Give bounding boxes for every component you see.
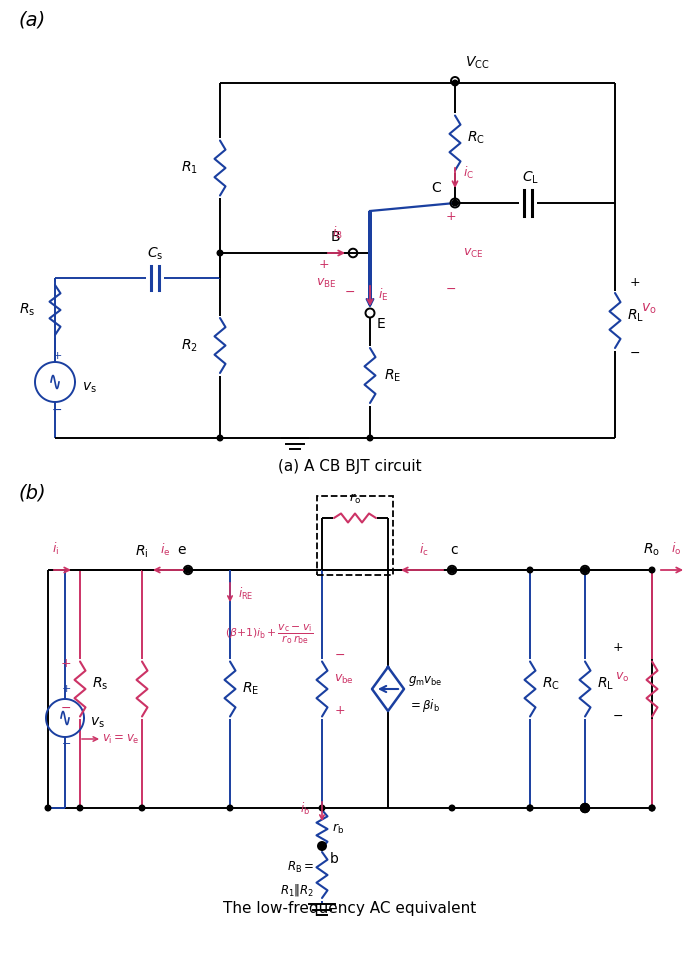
- Text: $v_{\rm be}$: $v_{\rm be}$: [334, 673, 354, 686]
- Text: $-$: $-$: [629, 346, 641, 359]
- Text: $i_{\rm c}$: $i_{\rm c}$: [419, 542, 429, 558]
- Circle shape: [582, 567, 588, 573]
- Circle shape: [527, 806, 533, 810]
- Circle shape: [217, 250, 223, 256]
- Text: $r_{\rm b}$: $r_{\rm b}$: [332, 822, 344, 836]
- Text: $-$: $-$: [60, 701, 71, 714]
- Circle shape: [319, 843, 325, 849]
- Text: $R_{\rm E}$: $R_{\rm E}$: [384, 367, 401, 384]
- Text: $R_{\rm B}=$: $R_{\rm B}=$: [287, 859, 314, 875]
- Circle shape: [649, 567, 654, 573]
- Text: $r_{\rm o}$: $r_{\rm o}$: [349, 491, 361, 506]
- Text: $+$: $+$: [318, 259, 330, 271]
- Text: $v_{\rm CE}$: $v_{\rm CE}$: [463, 246, 484, 260]
- Text: $i_{\rm C}$: $i_{\rm C}$: [463, 165, 474, 181]
- Text: $C_{\rm s}$: $C_{\rm s}$: [147, 245, 163, 262]
- Text: (a): (a): [18, 11, 46, 30]
- Text: $R_{\rm L}$: $R_{\rm L}$: [627, 308, 644, 324]
- Text: $R_{\rm L}$: $R_{\rm L}$: [597, 675, 614, 693]
- Text: $v_{\rm BE}$: $v_{\rm BE}$: [316, 277, 336, 289]
- Text: $V_{\rm CC}$: $V_{\rm CC}$: [465, 55, 489, 71]
- Text: $R_{\rm s}$: $R_{\rm s}$: [19, 302, 35, 318]
- Text: $v_{\rm s}$: $v_{\rm s}$: [82, 380, 97, 396]
- Text: $=\beta i_{\rm b}$: $=\beta i_{\rm b}$: [408, 696, 440, 714]
- Text: $-$: $-$: [344, 285, 356, 298]
- Text: +: +: [630, 276, 640, 289]
- Text: $R_{\rm E}$: $R_{\rm E}$: [242, 681, 259, 697]
- Text: $R_{\rm o}$: $R_{\rm o}$: [643, 541, 661, 558]
- Text: $R_{\rm C}$: $R_{\rm C}$: [467, 129, 485, 147]
- Circle shape: [217, 435, 223, 441]
- Circle shape: [527, 567, 533, 573]
- Text: B: B: [330, 230, 340, 244]
- Text: $+$: $+$: [52, 350, 62, 360]
- Text: $R_1{\|}R_2$: $R_1{\|}R_2$: [280, 882, 314, 898]
- Circle shape: [319, 806, 325, 810]
- Text: $v_{\rm s}$: $v_{\rm s}$: [90, 716, 105, 730]
- Bar: [317, 496, 393, 575]
- Text: C: C: [431, 181, 441, 195]
- Circle shape: [186, 567, 191, 573]
- Text: $R_{\rm i}$: $R_{\rm i}$: [135, 543, 148, 560]
- Text: (a) A CB BJT circuit: (a) A CB BJT circuit: [278, 459, 422, 473]
- Circle shape: [77, 806, 83, 810]
- Text: $v_{\rm o}$: $v_{\rm o}$: [615, 671, 629, 684]
- Text: $R_{\rm C}$: $R_{\rm C}$: [542, 675, 560, 693]
- Text: $-$: $-$: [51, 402, 62, 416]
- Text: $i_{\rm RE}$: $i_{\rm RE}$: [238, 586, 253, 602]
- Text: $+$: $+$: [60, 657, 71, 670]
- Text: (b): (b): [18, 483, 46, 502]
- Text: c: c: [450, 543, 458, 557]
- Circle shape: [527, 806, 533, 810]
- Text: $i_{\rm i}$: $i_{\rm i}$: [52, 541, 60, 557]
- Text: $i_{\rm e}$: $i_{\rm e}$: [160, 542, 170, 558]
- Text: $R_1$: $R_1$: [181, 160, 198, 176]
- Text: $+$: $+$: [445, 211, 456, 223]
- Text: $g_{\rm m}v_{\rm be}$: $g_{\rm m}v_{\rm be}$: [408, 674, 442, 688]
- Text: $v_{\rm o}$: $v_{\rm o}$: [641, 302, 657, 316]
- Text: $R_2$: $R_2$: [181, 337, 198, 354]
- Text: $i_{\rm b}$: $i_{\rm b}$: [300, 801, 310, 817]
- Text: e: e: [178, 543, 186, 557]
- Circle shape: [368, 435, 373, 441]
- Text: $+$: $+$: [61, 683, 71, 694]
- Text: $i_{\rm o}$: $i_{\rm o}$: [671, 541, 681, 557]
- Text: $-$: $-$: [334, 648, 345, 660]
- Text: $+$: $+$: [334, 704, 345, 718]
- Text: $i_{\rm B}$: $i_{\rm B}$: [332, 225, 342, 241]
- Text: $-$: $-$: [61, 737, 71, 747]
- Text: $-$: $-$: [445, 282, 456, 294]
- Circle shape: [449, 806, 455, 810]
- Circle shape: [228, 806, 233, 810]
- Circle shape: [452, 200, 458, 206]
- Text: $-$: $-$: [612, 709, 623, 722]
- Text: The low-frequency AC equivalent: The low-frequency AC equivalent: [223, 901, 477, 916]
- Text: $R_{\rm s}$: $R_{\rm s}$: [92, 675, 108, 693]
- Text: $(\beta{+}1)i_{\rm b}+\dfrac{v_{\rm c}-v_{\rm i}}{r_{\rm o}\,r_{\rm be}}$: $(\beta{+}1)i_{\rm b}+\dfrac{v_{\rm c}-v…: [225, 622, 313, 646]
- Text: $+$: $+$: [612, 641, 623, 654]
- Text: E: E: [377, 317, 386, 331]
- Circle shape: [46, 806, 51, 810]
- Circle shape: [449, 567, 455, 573]
- Circle shape: [139, 806, 145, 810]
- Text: $C_{\rm L}$: $C_{\rm L}$: [522, 170, 540, 186]
- Circle shape: [582, 806, 588, 810]
- Text: $i_{\rm E}$: $i_{\rm E}$: [378, 287, 388, 303]
- Circle shape: [649, 806, 654, 810]
- Circle shape: [649, 806, 654, 810]
- Text: $v_{\rm i}=v_{\rm e}$: $v_{\rm i}=v_{\rm e}$: [102, 733, 139, 745]
- Text: b: b: [330, 852, 339, 866]
- Circle shape: [452, 80, 458, 86]
